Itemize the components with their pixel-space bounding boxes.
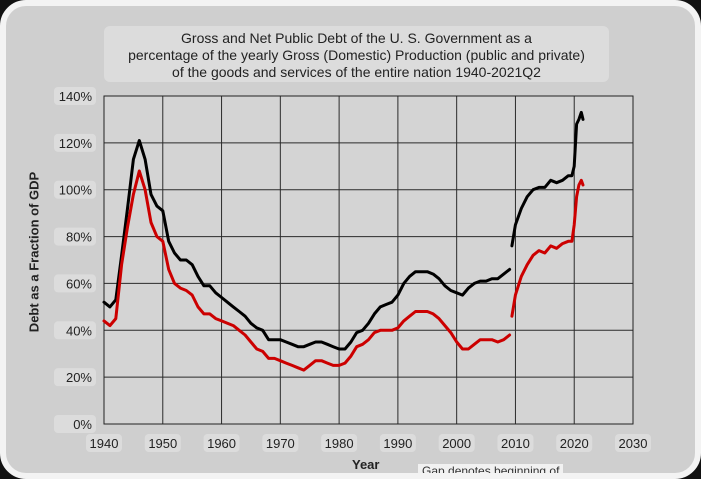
net-public-debt-line-segment [510,178,585,318]
y-tick-label-bg [54,180,96,199]
x-tick-label-bg [379,434,416,452]
x-tick-label: 2020 [560,436,589,451]
x-tick-label-bg [144,434,181,452]
x-tick-label-bg [203,434,240,452]
plot-border [103,95,634,425]
chart-area: Gross and Net Public Debt of the U. S. G… [6,6,695,473]
x-tick-label: 1940 [90,436,119,451]
x-tick-label: 1980 [325,436,354,451]
y-tick-label: 120% [59,136,93,151]
x-tick-label: 2030 [619,436,648,451]
y-tick-label-bg [54,368,96,387]
chart-title-box [104,26,609,82]
net-public-debt-line-segment [102,169,512,372]
x-tick-label-bg [556,434,593,452]
y-tick-label-bg [54,87,96,105]
y-tick-label-bg [54,415,96,433]
x-tick-label-bg [438,434,475,452]
x-tick-label: 2010 [501,436,530,451]
chart-title-line-3: of the goods and services of the entire … [172,64,541,80]
y-axis-label: Debt as a Fraction of GDP [26,171,42,333]
y-tick-label: 60% [66,276,92,291]
gross-public-debt-line-segment [510,110,585,248]
y-tick-label-bg [54,321,96,340]
x-tick-label-bg [497,434,534,452]
x-tick-label-bg [262,434,299,452]
x-tick-label-bg [615,434,651,452]
x-tick-label: 1950 [148,436,177,451]
x-axis-label: Year [352,457,380,472]
y-tick-label-bg [54,133,96,152]
x-tick-label-bg [86,434,122,452]
plot-background [104,96,633,424]
gross-public-debt-line-segment [102,139,512,351]
y-tick-label-bg [54,227,96,246]
y-tick-label: 80% [66,230,92,245]
y-tick-label: 20% [66,370,92,385]
x-tick-label: 2000 [442,436,471,451]
gap-note: Gap denotes beginning of [418,464,564,473]
y-tick-label: 40% [66,323,92,338]
plot-svg: 1940 1950 1960 1970 1980 1990 2000 2010 2020 2030… [54,87,651,452]
y-tick-label: 140% [59,89,93,104]
chart-title-line-1: Gross and Net Public Debt of the U. S. G… [181,30,532,46]
x-tick-label: 1960 [207,436,236,451]
y-tick-label-bg [54,274,96,293]
y-tick-label: 0% [73,417,92,432]
chart-title-line-2: percentage of the yearly Gross (Domestic… [128,47,585,63]
x-tick-label: 1990 [383,436,412,451]
y-tick-label: 100% [59,183,93,198]
x-tick-label-bg [321,434,358,452]
x-tick-label: 1970 [266,436,295,451]
